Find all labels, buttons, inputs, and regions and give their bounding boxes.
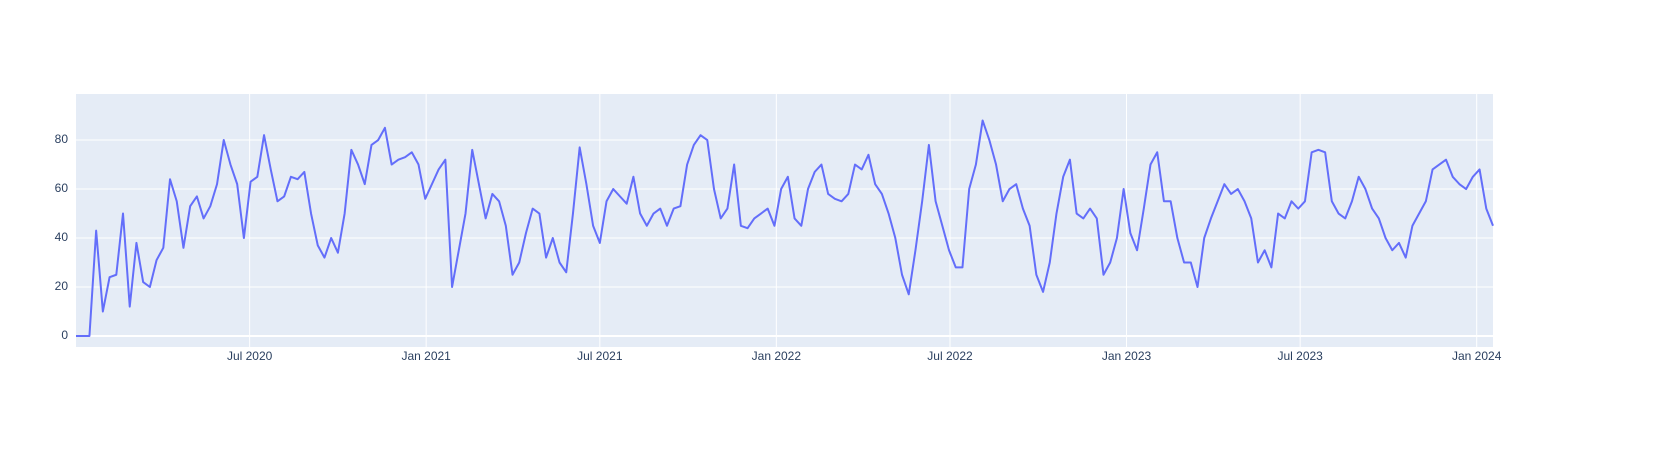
y-tick-label: 40 — [55, 230, 69, 244]
y-tick-label: 60 — [55, 181, 69, 195]
x-tick-label: Jan 2024 — [1452, 349, 1502, 363]
plot-area — [76, 94, 1493, 347]
x-tick-label: Jan 2022 — [752, 349, 802, 363]
x-tick-label: Jul 2022 — [927, 349, 973, 363]
data-line — [76, 119, 1494, 337]
x-tick-label: Jan 2023 — [1102, 349, 1152, 363]
y-tick-label: 80 — [55, 132, 69, 146]
x-tick-label: Jan 2021 — [401, 349, 451, 363]
y-tick-label: 20 — [55, 279, 69, 293]
x-tick-label: Jul 2020 — [227, 349, 273, 363]
x-tick-label: Jul 2021 — [577, 349, 623, 363]
y-tick-label: 0 — [61, 328, 68, 342]
x-tick-label: Jul 2023 — [1277, 349, 1323, 363]
